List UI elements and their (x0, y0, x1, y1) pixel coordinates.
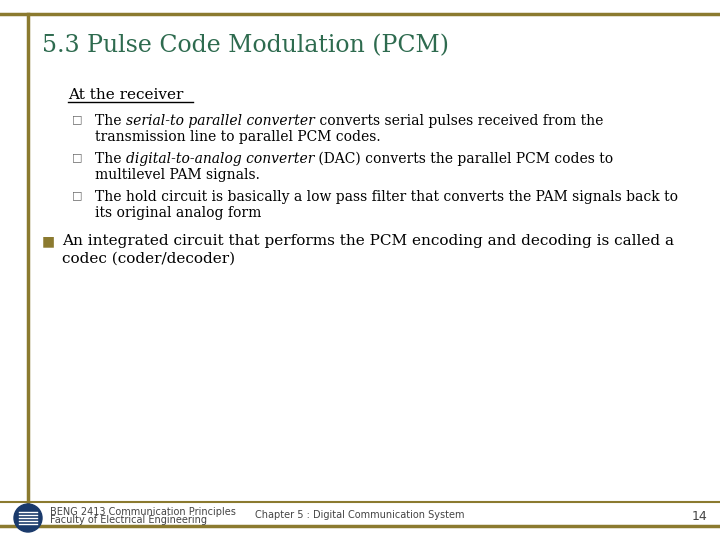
Text: 5.3 Pulse Code Modulation (PCM): 5.3 Pulse Code Modulation (PCM) (42, 35, 449, 57)
Text: Faculty of Electrical Engineering: Faculty of Electrical Engineering (50, 515, 207, 525)
Text: its original analog form: its original analog form (95, 206, 261, 220)
Text: digital-to-analog converter: digital-to-analog converter (126, 152, 314, 166)
Circle shape (14, 504, 42, 532)
Text: At the receiver: At the receiver (68, 88, 184, 102)
Text: The: The (95, 114, 126, 128)
Text: multilevel PAM signals.: multilevel PAM signals. (95, 168, 260, 182)
Text: codec (coder/decoder): codec (coder/decoder) (62, 252, 235, 266)
Text: The hold circuit is basically a low pass filter that converts the PAM signals ba: The hold circuit is basically a low pass… (95, 190, 678, 204)
Text: □: □ (72, 152, 83, 162)
Text: Chapter 5 : Digital Communication System: Chapter 5 : Digital Communication System (256, 510, 464, 520)
Text: ■: ■ (42, 234, 55, 248)
Text: □: □ (72, 190, 83, 200)
Text: An integrated circuit that performs the PCM encoding and decoding is called a: An integrated circuit that performs the … (62, 234, 674, 248)
Text: BENG 2413 Communication Principles: BENG 2413 Communication Principles (50, 507, 236, 517)
Text: converts serial pulses received from the: converts serial pulses received from the (315, 114, 603, 128)
Text: (DAC) converts the parallel PCM codes to: (DAC) converts the parallel PCM codes to (314, 152, 613, 166)
Text: 14: 14 (692, 510, 708, 523)
Text: □: □ (72, 114, 83, 124)
Text: serial-to parallel converter: serial-to parallel converter (126, 114, 315, 128)
Text: The: The (95, 152, 126, 166)
Text: transmission line to parallel PCM codes.: transmission line to parallel PCM codes. (95, 130, 381, 144)
